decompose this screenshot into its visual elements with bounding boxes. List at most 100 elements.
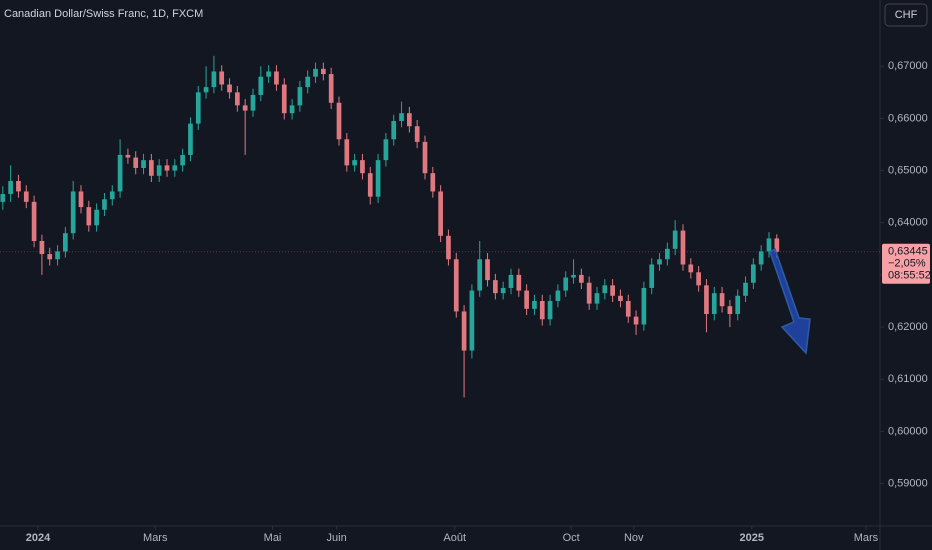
candle-body <box>23 191 29 202</box>
chart-title: Canadian Dollar/Swiss Franc, 1D, FXCM <box>4 8 203 20</box>
candle-body <box>391 121 397 140</box>
candle-body <box>328 74 334 103</box>
x-tick-label: Août <box>443 532 466 544</box>
change-label: −2,05% <box>888 258 926 270</box>
candle-body <box>571 274 576 278</box>
candle-body <box>743 282 748 296</box>
x-tick-label: Mai <box>264 532 282 544</box>
candle-body <box>0 194 6 202</box>
candle-body <box>618 295 623 301</box>
candle-body <box>305 76 311 88</box>
candle-body <box>399 113 404 122</box>
candle-body <box>149 160 154 176</box>
candle-body <box>313 68 318 77</box>
candle-body <box>493 280 498 294</box>
candle-body <box>477 259 483 291</box>
candle-body <box>250 94 256 111</box>
candle-body <box>485 259 490 281</box>
candle-body <box>774 238 780 252</box>
candle-body <box>8 181 13 195</box>
candle-body <box>141 160 146 168</box>
currency-button[interactable] <box>884 3 928 27</box>
candle-body <box>297 87 303 106</box>
y-tick-label: 0,60000 <box>888 425 928 437</box>
candle-body <box>751 264 756 283</box>
candle-body <box>117 154 123 192</box>
candle-body <box>665 248 670 260</box>
candle-body <box>55 251 60 260</box>
candle-body <box>469 290 475 351</box>
candle-body <box>696 272 701 286</box>
candle-body <box>281 84 287 114</box>
price-badge <box>882 243 930 284</box>
candle-body <box>195 92 201 124</box>
candle-body <box>672 230 678 249</box>
candle-body <box>164 165 170 171</box>
candle-body <box>188 123 193 155</box>
candle-body <box>649 264 655 288</box>
candle-body <box>375 160 381 197</box>
candle-body <box>336 102 342 140</box>
candle-body <box>242 105 248 111</box>
candle-body <box>39 241 45 255</box>
candle-body <box>180 154 185 166</box>
candle-body <box>766 238 772 252</box>
candle-body <box>235 92 240 106</box>
candle-body <box>422 141 428 174</box>
candle-body <box>47 254 53 260</box>
x-tick-label: Oct <box>563 532 580 544</box>
candle-body <box>211 71 217 88</box>
y-tick-label: 0,65000 <box>888 164 928 176</box>
candle-body <box>219 71 225 85</box>
y-tick-label: 0,67000 <box>888 60 928 72</box>
candle-body <box>94 209 99 226</box>
candle-body <box>711 293 717 315</box>
candle-body <box>102 199 107 210</box>
candle-body <box>227 84 232 93</box>
candle-body <box>321 68 326 75</box>
candle-body <box>203 87 209 93</box>
candle-body <box>360 160 365 174</box>
candle-body <box>500 287 506 294</box>
y-tick-label: 0,62000 <box>888 321 928 333</box>
candle-body <box>461 311 467 351</box>
candle-body <box>508 274 514 288</box>
candle-body <box>125 154 131 158</box>
currency-label[interactable]: CHF <box>895 9 918 21</box>
candle-body <box>524 290 529 309</box>
x-tick-label: Mars <box>143 532 168 544</box>
y-tick-label: 0,61000 <box>888 373 928 385</box>
candle-body <box>367 173 373 197</box>
candle-body <box>31 201 37 242</box>
y-tick-label: 0,66000 <box>888 112 928 124</box>
candle-body <box>539 300 545 320</box>
candle-body <box>641 287 647 325</box>
candle-body <box>586 282 592 304</box>
candle-body <box>657 259 662 265</box>
candle-body <box>109 191 115 200</box>
candle-body <box>719 293 725 307</box>
candle-body <box>407 113 412 127</box>
candle-body <box>563 277 569 291</box>
candle-body <box>579 274 584 283</box>
candle-body <box>735 295 741 315</box>
candle-body <box>446 235 451 260</box>
candle-body <box>610 285 615 296</box>
candle-body <box>78 191 84 208</box>
y-tick-label: 0,64000 <box>888 217 928 229</box>
candle-body <box>680 230 686 265</box>
x-tick-label: Juin <box>327 532 347 544</box>
candle-body <box>383 139 389 161</box>
candle-body <box>688 264 694 273</box>
candle-body <box>414 126 420 142</box>
y-tick-label: 0,59000 <box>888 477 928 489</box>
countdown-label: 08:55:52 <box>888 270 931 282</box>
candle-body <box>156 165 162 176</box>
candle-body <box>352 160 357 166</box>
candle-body <box>532 300 537 309</box>
overlay: 0,63445−2,05%08:55:52 <box>882 243 931 284</box>
candle-body <box>86 207 92 226</box>
